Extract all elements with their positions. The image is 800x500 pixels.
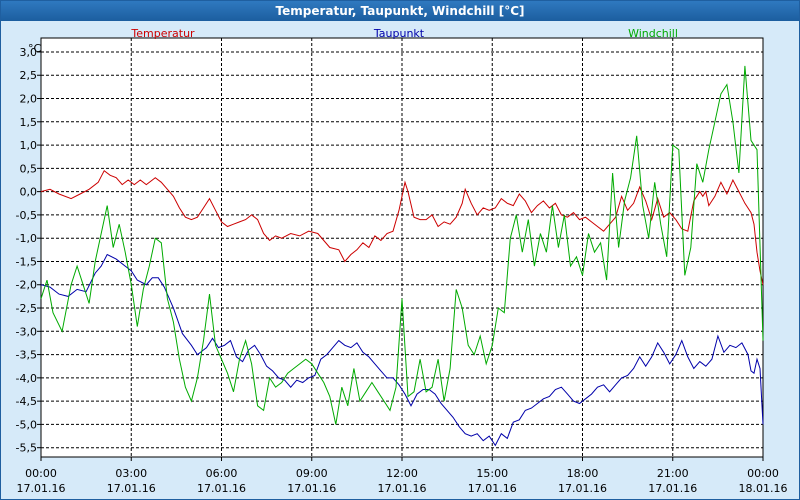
y-tick-label: -2,5 bbox=[16, 302, 37, 315]
chart-area: 3,0 2,5 2,0 1,5 1,0 0,5 0,0 -0,5 -1,0 -1,5 -2,0 -2,… bbox=[16, 27, 788, 495]
x-axis-ticks: 00:00 17.01.16 03:00 17.01.16 06:00 17.01.16 0… bbox=[17, 457, 788, 495]
x-tick-time: 12:00 bbox=[386, 467, 418, 480]
x-tick-date: 17.01.16 bbox=[17, 482, 66, 495]
legend-windchill: Windchill bbox=[628, 27, 678, 40]
y-tick-label: 1,0 bbox=[20, 139, 38, 152]
series-line-windchill bbox=[40, 65, 764, 425]
x-tick-date: 17.01.16 bbox=[107, 482, 156, 495]
y-axis-ticks: 3,0 2,5 2,0 1,5 1,0 0,5 0,0 -0,5 -1,0 -1,5 -2,0 -2,… bbox=[16, 46, 41, 455]
y-tick-label: 1,5 bbox=[20, 116, 38, 129]
window-title: Temperatur, Taupunkt, Windchill [°C] bbox=[1, 1, 799, 21]
legend-taupunkt: Taupunkt bbox=[373, 27, 425, 40]
x-tick-date: 17.01.16 bbox=[287, 482, 336, 495]
x-tick-time: 00:00 bbox=[25, 467, 57, 480]
x-tick-date: 18.01.16 bbox=[739, 482, 788, 495]
y-tick-label: -0,5 bbox=[16, 209, 37, 222]
series-line-temperatur bbox=[40, 169, 764, 285]
y-tick-label: 2,5 bbox=[20, 69, 38, 82]
y-tick-label: 3,0 bbox=[20, 46, 38, 59]
y-tick-label: -1,5 bbox=[16, 255, 37, 268]
y-tick-label: -5,5 bbox=[16, 442, 37, 455]
x-tick-time: 09:00 bbox=[296, 467, 328, 480]
x-tick-time: 18:00 bbox=[567, 467, 599, 480]
y-tick-label: -2,0 bbox=[16, 279, 37, 292]
y-tick-label: -4,5 bbox=[16, 395, 37, 408]
legend-temperatur: Temperatur bbox=[130, 27, 195, 40]
y-tick-label: 0,5 bbox=[20, 162, 38, 175]
series-lines bbox=[40, 65, 764, 447]
x-tick-date: 17.01.16 bbox=[197, 482, 246, 495]
y-tick-label: -3,5 bbox=[16, 349, 37, 362]
y-tick-label: 2,0 bbox=[20, 93, 38, 106]
x-tick-time: 00:00 bbox=[747, 467, 779, 480]
y-axis-unit-label: °C bbox=[28, 42, 42, 55]
x-tick-date: 17.01.16 bbox=[468, 482, 517, 495]
x-tick-date: 17.01.16 bbox=[558, 482, 607, 495]
gridlines bbox=[41, 38, 763, 457]
y-tick-label: -4,0 bbox=[16, 372, 37, 385]
y-tick-label: -1,0 bbox=[16, 232, 37, 245]
y-tick-label: -5,0 bbox=[16, 418, 37, 431]
y-tick-label: 0,0 bbox=[20, 186, 38, 199]
x-tick-date: 17.01.16 bbox=[378, 482, 427, 495]
y-tick-label: -3,0 bbox=[16, 325, 37, 338]
x-tick-date: 17.01.16 bbox=[648, 482, 697, 495]
x-tick-time: 15:00 bbox=[476, 467, 508, 480]
x-tick-time: 21:00 bbox=[657, 467, 689, 480]
x-tick-time: 03:00 bbox=[115, 467, 147, 480]
x-tick-time: 06:00 bbox=[206, 467, 238, 480]
